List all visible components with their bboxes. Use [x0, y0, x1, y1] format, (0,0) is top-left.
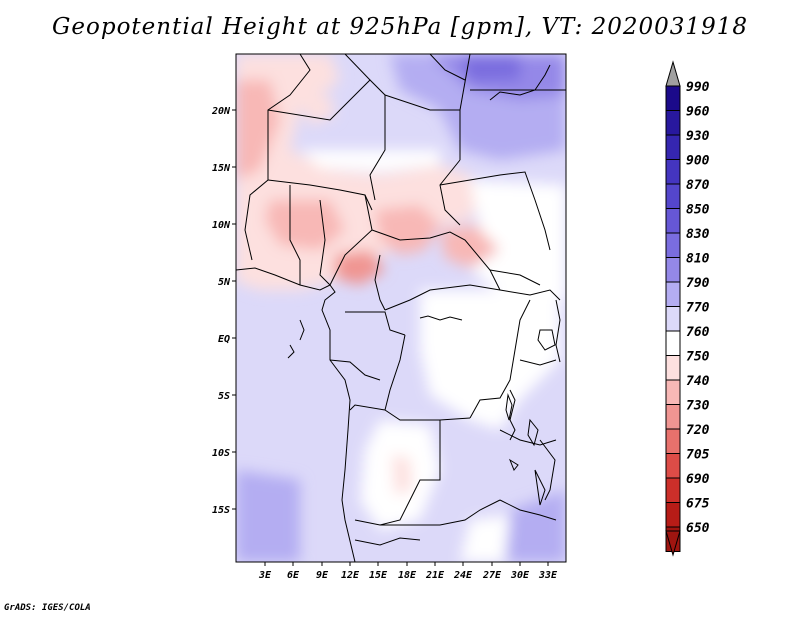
- height-field: [236, 54, 566, 562]
- lat-label: EQ: [218, 334, 230, 345]
- latitude-axis: 20N 15N 10N 5N EQ 5S 10S 15S: [211, 106, 236, 516]
- colorbar-label: 690: [686, 472, 710, 487]
- colorbar-swatch: [665, 232, 681, 258]
- colorbar-label: 740: [686, 374, 710, 389]
- colorbar-label: 790: [686, 276, 710, 291]
- colorbar-swatch: [665, 159, 681, 185]
- lat-label: 15N: [212, 163, 231, 174]
- colorbar-label: 990: [686, 80, 710, 95]
- colorbar-top-arrow: [665, 60, 681, 87]
- lat-label: 5S: [218, 391, 230, 402]
- grads-credit: GrADS: IGES/COLA: [4, 603, 91, 613]
- lat-label: 5N: [218, 277, 231, 288]
- colorbar-swatch: [665, 110, 681, 136]
- colorbar-label: 720: [686, 423, 710, 438]
- colorbar-swatch: [665, 85, 681, 111]
- lon-label: 24E: [453, 570, 473, 581]
- lat-label: 10N: [212, 220, 231, 231]
- map-title: Geopotential Height at 925hPa [gpm], VT:…: [52, 14, 748, 40]
- colorbar-bottom-arrow: [665, 530, 681, 557]
- colorbar-label: 730: [686, 399, 710, 414]
- colorbar-label: 900: [686, 154, 710, 169]
- colorbar-label: 770: [686, 301, 710, 316]
- country-borders: [236, 54, 566, 562]
- colorbar-swatch: [665, 404, 681, 430]
- colorbar-label: 675: [686, 497, 710, 512]
- lon-label: 9E: [316, 570, 329, 581]
- lon-label: 3E: [258, 570, 272, 581]
- colorbar-swatch: [665, 134, 681, 160]
- colorbar-label: 760: [686, 325, 710, 340]
- lon-label: 30E: [510, 570, 530, 581]
- lon-label: 6E: [287, 570, 300, 581]
- lon-label: 15E: [369, 570, 388, 581]
- colorbar-label: 750: [686, 350, 710, 365]
- lat-label: 20N: [211, 106, 231, 117]
- colorbar-swatch: [665, 502, 681, 528]
- colorbar-swatch: [665, 379, 681, 405]
- colorbar-swatch: [665, 257, 681, 283]
- lon-label: 21E: [425, 570, 445, 581]
- colorbar-swatch: [665, 355, 681, 381]
- colorbar-swatch: [665, 306, 681, 332]
- colorbar-label: 830: [686, 227, 710, 242]
- colorbar-label: 810: [686, 252, 710, 267]
- lon-label: 33E: [538, 570, 558, 581]
- lon-label: 18E: [398, 570, 417, 581]
- colorbar-swatch: [665, 183, 681, 209]
- lon-label: 27E: [482, 570, 502, 581]
- colorbar-label: 930: [686, 129, 710, 144]
- lon-label: 12E: [341, 570, 360, 581]
- map-frame: [235, 53, 567, 563]
- lat-label: 15S: [212, 505, 230, 516]
- colorbar-label: 705: [686, 448, 710, 463]
- colorbar-label: 960: [686, 105, 710, 120]
- colorbar-swatch: [665, 428, 681, 454]
- colorbar-swatch: [665, 281, 681, 307]
- lat-label: 10S: [212, 448, 230, 459]
- colorbar-swatch: [665, 330, 681, 356]
- longitude-axis: 3E 6E 9E 12E 15E 18E 21E 24E 27E 30E 33E: [258, 562, 558, 581]
- colorbar-label: 850: [686, 203, 710, 218]
- colorbar-label: 870: [686, 178, 710, 193]
- colorbar-swatch: [665, 453, 681, 479]
- colorbar-swatch: [665, 477, 681, 503]
- colorbar-label: 650: [686, 521, 710, 536]
- colorbar: 990 960 930 900 870 850 830 810 790 770 760 750 740 7…: [665, 60, 710, 557]
- colorbar-swatch: [665, 208, 681, 234]
